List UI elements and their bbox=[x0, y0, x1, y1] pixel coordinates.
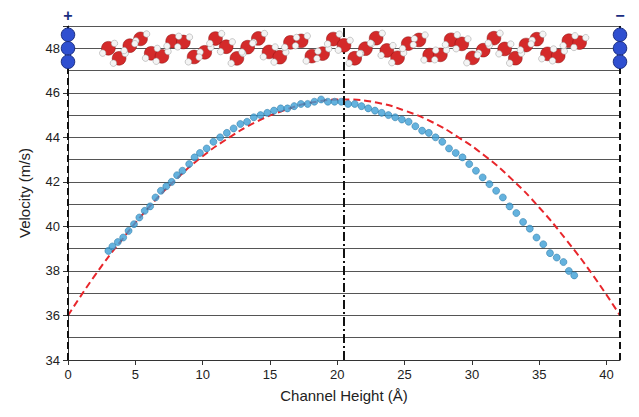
svg-text:42: 42 bbox=[46, 174, 60, 189]
svg-text:15: 15 bbox=[263, 367, 277, 382]
svg-text:20: 20 bbox=[330, 367, 344, 382]
svg-text:40: 40 bbox=[46, 219, 60, 234]
svg-text:0: 0 bbox=[64, 367, 71, 382]
svg-text:10: 10 bbox=[195, 367, 209, 382]
svg-text:Channel Height (Å): Channel Height (Å) bbox=[280, 387, 408, 404]
svg-text:−: − bbox=[615, 7, 624, 24]
svg-text:40: 40 bbox=[599, 367, 613, 382]
svg-text:35: 35 bbox=[532, 367, 546, 382]
svg-text:5: 5 bbox=[132, 367, 139, 382]
svg-text:36: 36 bbox=[46, 308, 60, 323]
svg-text:44: 44 bbox=[46, 130, 60, 145]
svg-text:30: 30 bbox=[465, 367, 479, 382]
svg-text:34: 34 bbox=[46, 353, 60, 368]
svg-text:25: 25 bbox=[397, 367, 411, 382]
svg-text:+: + bbox=[63, 7, 72, 24]
svg-text:Velocity (m/s): Velocity (m/s) bbox=[16, 148, 33, 238]
svg-text:38: 38 bbox=[46, 263, 60, 278]
svg-text:48: 48 bbox=[46, 41, 60, 56]
svg-text:46: 46 bbox=[46, 85, 60, 100]
